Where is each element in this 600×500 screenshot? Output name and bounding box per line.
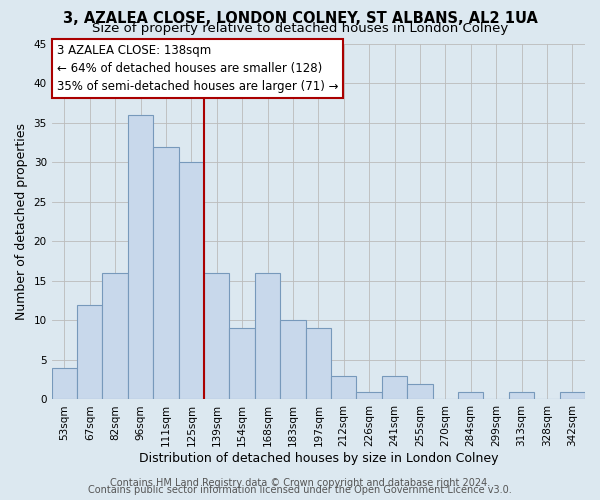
Bar: [305, 328, 331, 400]
Bar: [407, 384, 433, 400]
Y-axis label: Number of detached properties: Number of detached properties: [15, 123, 28, 320]
Bar: [77, 304, 103, 400]
Bar: [153, 146, 179, 400]
Text: Size of property relative to detached houses in London Colney: Size of property relative to detached ho…: [92, 22, 508, 35]
Bar: [128, 115, 153, 400]
Bar: [229, 328, 255, 400]
Bar: [356, 392, 382, 400]
Bar: [560, 392, 585, 400]
Text: Contains HM Land Registry data © Crown copyright and database right 2024.: Contains HM Land Registry data © Crown c…: [110, 478, 490, 488]
Bar: [382, 376, 407, 400]
Bar: [255, 273, 280, 400]
Bar: [331, 376, 356, 400]
Bar: [52, 368, 77, 400]
Bar: [280, 320, 305, 400]
Bar: [103, 273, 128, 400]
Bar: [204, 273, 229, 400]
Text: 3 AZALEA CLOSE: 138sqm
← 64% of detached houses are smaller (128)
35% of semi-de: 3 AZALEA CLOSE: 138sqm ← 64% of detached…: [57, 44, 338, 93]
Text: Contains public sector information licensed under the Open Government Licence v3: Contains public sector information licen…: [88, 485, 512, 495]
Bar: [179, 162, 204, 400]
X-axis label: Distribution of detached houses by size in London Colney: Distribution of detached houses by size …: [139, 452, 498, 465]
Text: 3, AZALEA CLOSE, LONDON COLNEY, ST ALBANS, AL2 1UA: 3, AZALEA CLOSE, LONDON COLNEY, ST ALBAN…: [62, 11, 538, 26]
Bar: [458, 392, 484, 400]
Bar: [509, 392, 534, 400]
